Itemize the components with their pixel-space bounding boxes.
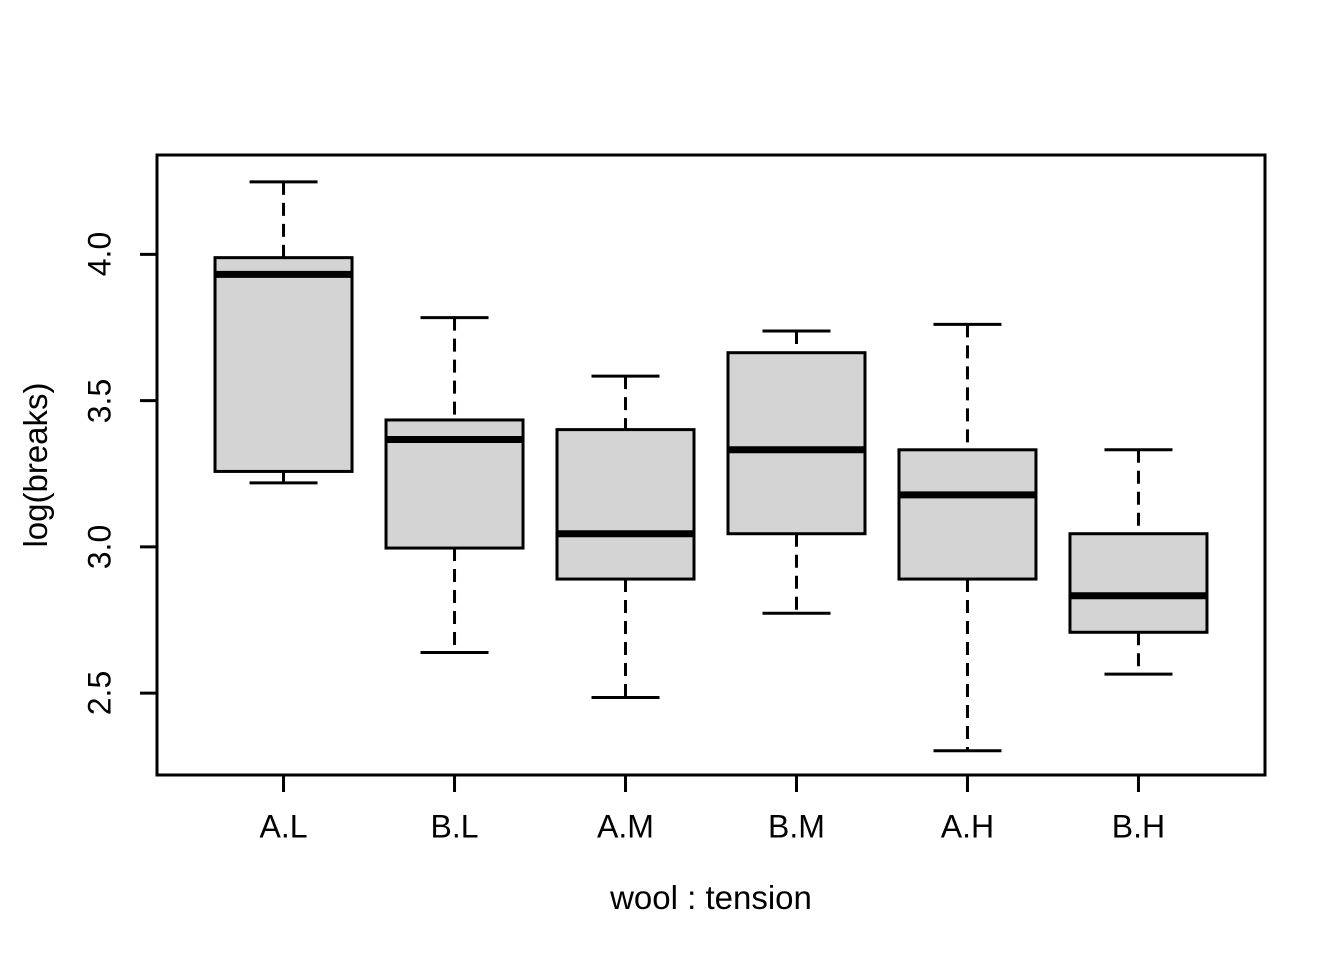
- x-tick-label-A.L: A.L: [259, 808, 308, 845]
- box-B.H: [1068, 532, 1209, 634]
- plot-border: [155, 153, 1267, 777]
- box-A.H: [897, 448, 1038, 581]
- y-axis-title: log(breaks): [17, 382, 54, 548]
- box-A.L: [213, 256, 354, 473]
- y-tick-label-2.5: 2.5: [81, 670, 118, 716]
- box-A.M: [555, 428, 696, 581]
- y-tick-label-4.0: 4.0: [81, 232, 118, 277]
- x-axis-title: wool : tension: [610, 879, 812, 916]
- x-tick-label-A.H: A.H: [940, 808, 995, 845]
- x-tick-label-B.L: B.L: [430, 808, 479, 845]
- y-tick-label-3.5: 3.5: [81, 378, 118, 423]
- y-tick-label-3.0: 3.0: [81, 524, 118, 570]
- x-tick-label-B.H: B.H: [1111, 808, 1166, 845]
- x-tick-label-A.M: A.M: [597, 808, 654, 845]
- box-B.M: [726, 351, 867, 536]
- x-tick-label-B.M: B.M: [768, 808, 825, 845]
